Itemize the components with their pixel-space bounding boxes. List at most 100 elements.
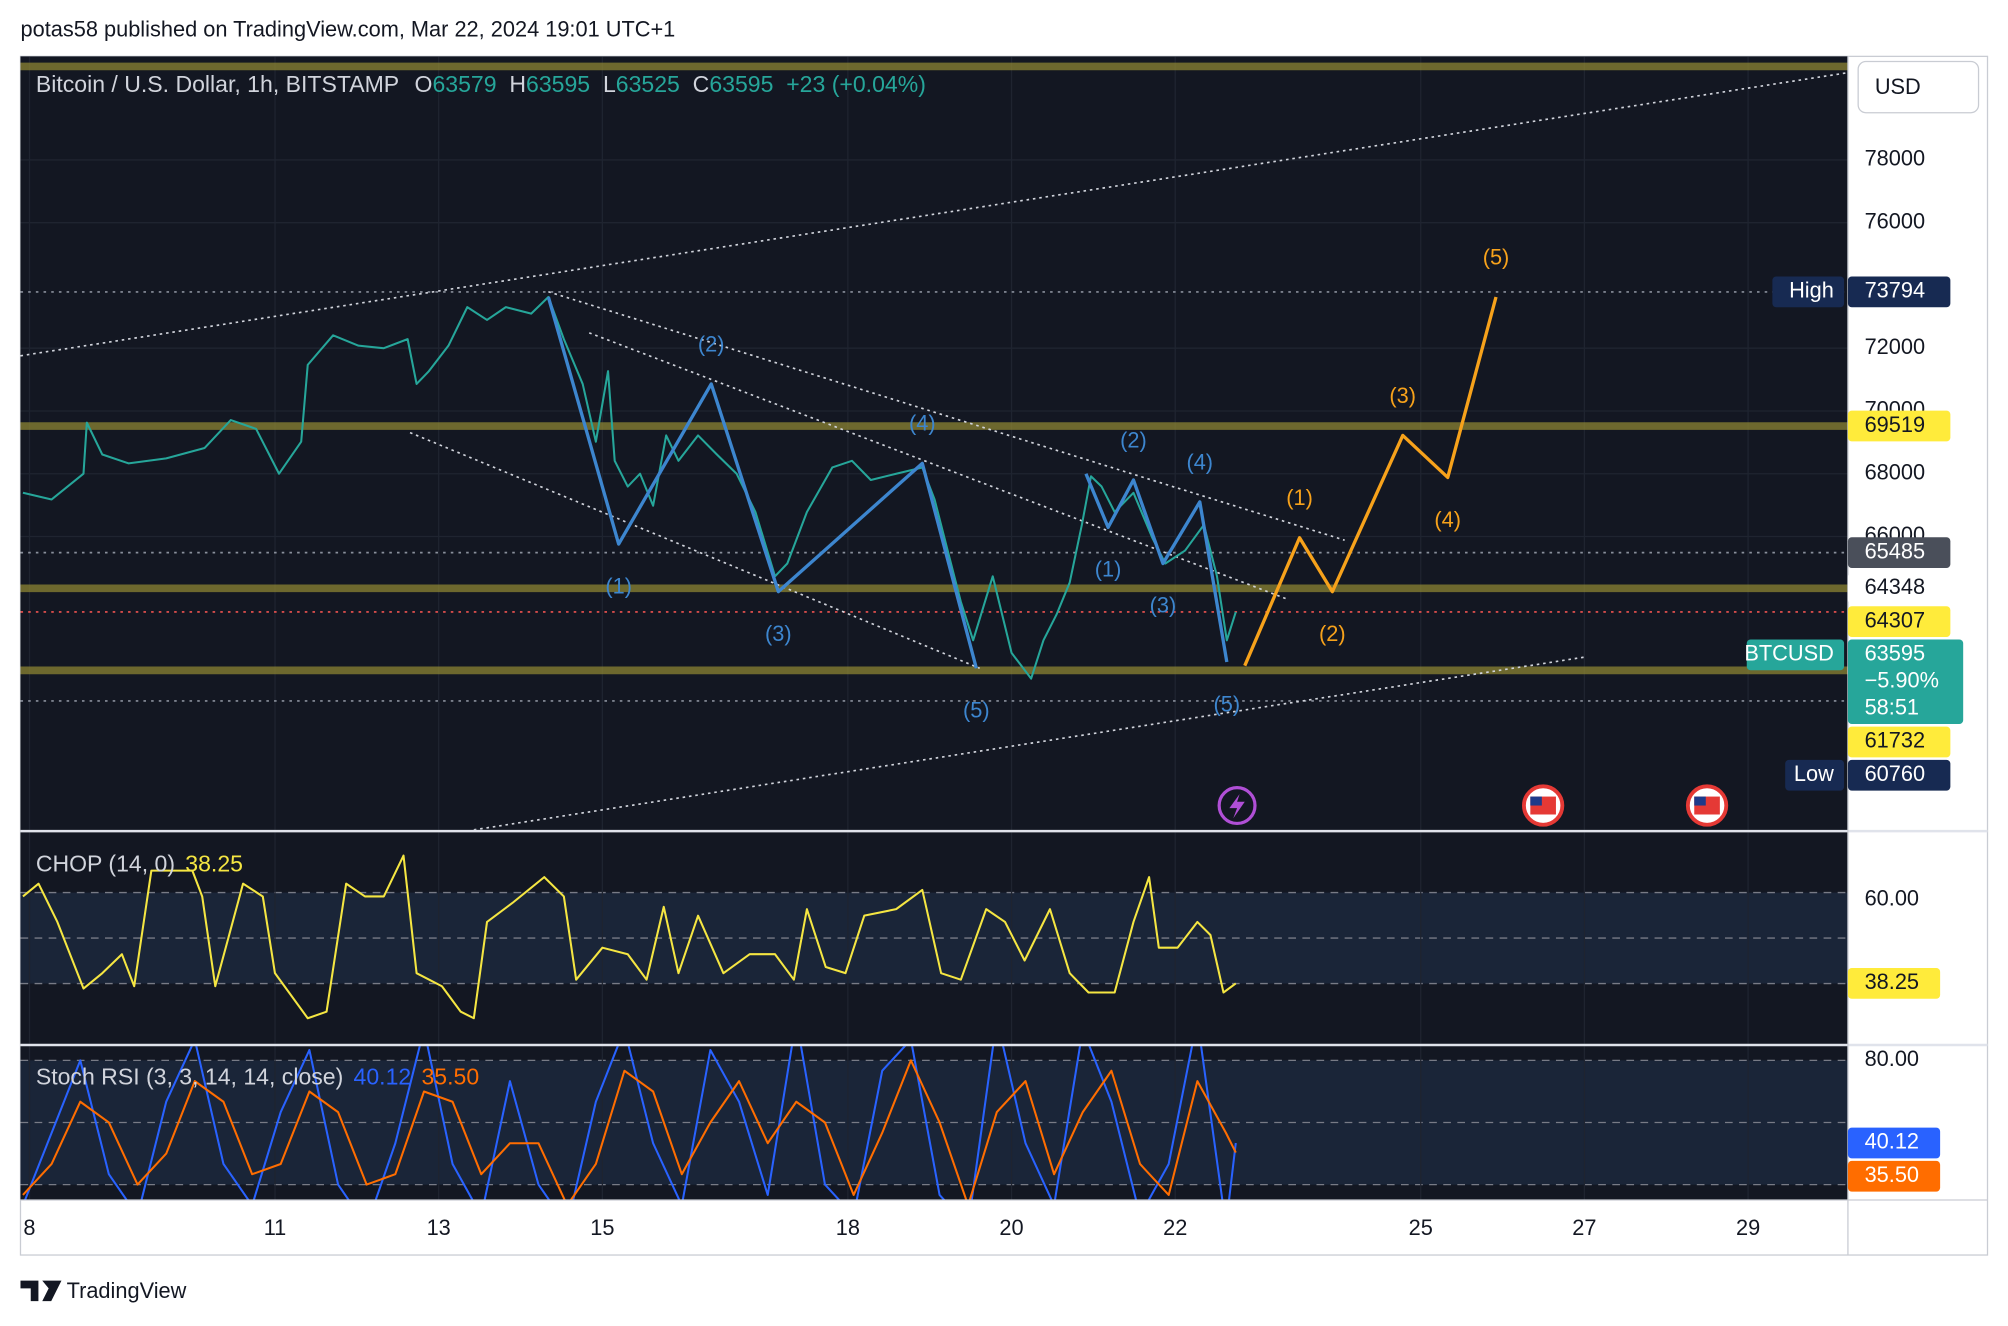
price-badge-value: 38.25: [1865, 969, 1919, 994]
x-tick-label: 25: [1409, 1215, 1433, 1240]
currency[interactable]: USD: [1875, 74, 1921, 99]
publish-note: potas58 published on TradingView.com, Ma…: [20, 17, 675, 42]
low-label: L: [603, 71, 616, 97]
open: 63579: [432, 71, 496, 97]
high-label: H: [509, 71, 526, 97]
stoch-pane: [20, 1046, 1848, 1200]
wave-label: (2): [1319, 621, 1346, 646]
price-badge-detail: 58:51: [1865, 694, 1919, 719]
price-badge-title-box: [1746, 639, 1845, 671]
currency-button[interactable]: USD: [1857, 60, 1980, 114]
trend-line: [588, 332, 1288, 601]
price-badge-value: 69519: [1865, 412, 1926, 437]
chop-legend: CHOP (14, 0) 38.25: [36, 851, 243, 877]
price-badge: [1847, 606, 1951, 637]
pane-background: [20, 56, 1848, 1200]
price-legend: Bitcoin / U.S. Dollar, 1h, BITSTAMP O6357…: [36, 71, 926, 97]
price-badge-value: 61732: [1865, 728, 1926, 753]
wave-label: (4): [1434, 507, 1461, 532]
brand-logo: [20, 1280, 62, 1302]
price-badge-value: 65485: [1865, 538, 1926, 563]
x-tick-label: 11: [264, 1215, 287, 1240]
price-badge-value: 64307: [1865, 607, 1926, 632]
y-tick-label: 76000: [1865, 208, 1926, 233]
price-badge: [1847, 726, 1951, 758]
y-tick-label: 80.00: [1865, 1046, 1919, 1071]
y-tick-label: 78000: [1865, 146, 1926, 171]
price-badge-value: 73794: [1865, 278, 1926, 303]
price-badge-value: 35.50: [1865, 1162, 1919, 1187]
x-tick-label: 18: [836, 1215, 860, 1240]
price-badge: [1847, 537, 1951, 568]
close: 63595: [709, 71, 773, 97]
chop-value: 38.25: [185, 851, 243, 877]
currency-box[interactable]: [1857, 60, 1980, 114]
y-tick-label: 68000: [1865, 459, 1926, 484]
series-line: [22, 1059, 1237, 1200]
price-badge-title: Low: [1794, 761, 1834, 786]
wave-line: [1243, 296, 1498, 667]
wave-line: [546, 296, 978, 669]
price-badge-value: 63595: [1865, 641, 1926, 666]
series-line: [23, 1046, 1237, 1200]
wave-label: (2): [698, 331, 725, 356]
stoch-k-value: 40.12: [354, 1063, 412, 1089]
price-badge-title-box: [1785, 759, 1845, 791]
x-tick-label: 22: [1163, 1215, 1187, 1240]
wave-label: (2): [1120, 427, 1147, 452]
flag-canton: [1694, 796, 1706, 806]
wave-label: (5): [963, 698, 990, 723]
price-badge: [1847, 276, 1951, 308]
wave-label: (1): [1286, 485, 1313, 510]
wave-label: (5): [1213, 691, 1240, 716]
symbol: Bitcoin / U.S. Dollar, 1h, BITSTAMP: [36, 71, 399, 97]
close-label: C: [693, 71, 710, 97]
x-tick-label: 13: [427, 1215, 451, 1240]
x-tick-label: 15: [590, 1215, 614, 1240]
wave-label: (3): [765, 621, 792, 646]
price-line: [22, 295, 1237, 680]
price-badge-detail: −5.90%: [1865, 668, 1939, 693]
price-badge: [1847, 572, 1951, 604]
chop-title: CHOP (14, 0): [36, 851, 175, 877]
event-bolt: [1229, 794, 1245, 819]
x-tick-label: 20: [999, 1215, 1023, 1240]
price-badge: [1847, 639, 1964, 725]
x-tick-label: 27: [1572, 1215, 1596, 1240]
price-badge-title: BTCUSD: [1744, 641, 1834, 666]
price-badge: [1847, 1127, 1941, 1159]
price-badge: [1847, 759, 1951, 791]
low: 63525: [616, 71, 680, 97]
footer: TradingView: [20, 1278, 187, 1303]
stoch-legend: Stoch RSI (3, 3, 14, 14, close) 40.12 35.5…: [36, 1063, 479, 1089]
y-tick-label: 60.00: [1865, 885, 1919, 910]
wave-label: (3): [1150, 593, 1177, 618]
brand: TradingView: [67, 1278, 187, 1303]
price-line: [22, 854, 1237, 1020]
chop-pane: [20, 832, 1848, 1044]
wave-label: (4): [1186, 449, 1213, 474]
y-tick-label: 72000: [1865, 334, 1926, 359]
open-label: O: [415, 71, 433, 97]
event-icons: [1217, 784, 1729, 827]
stoch-title: Stoch RSI (3, 3, 14, 14, close): [36, 1063, 343, 1089]
price-badge: [1847, 410, 1951, 442]
x-tick-label: 8: [23, 1215, 35, 1240]
price-badge: [1847, 1160, 1941, 1192]
wave-label: (4): [909, 411, 936, 436]
wave-label: (1): [1095, 557, 1122, 582]
price-badge: [1847, 968, 1941, 999]
trend-line: [20, 71, 1848, 357]
stoch-d-value: 35.50: [421, 1063, 479, 1089]
price-badge-title: High: [1789, 278, 1834, 303]
wave-label: (1): [605, 573, 632, 598]
trend-line: [548, 290, 1345, 541]
price-badge-value: 64348: [1865, 574, 1926, 599]
price-badge-title-box: [1772, 276, 1845, 308]
price-badge-value: 40.12: [1865, 1129, 1919, 1154]
price-pane: (1) (2) (3) (4) (5) (1) (2) (3) (4) (5) (1) (2) (3) (…: [20, 56, 1848, 830]
high: 63595: [526, 71, 590, 97]
